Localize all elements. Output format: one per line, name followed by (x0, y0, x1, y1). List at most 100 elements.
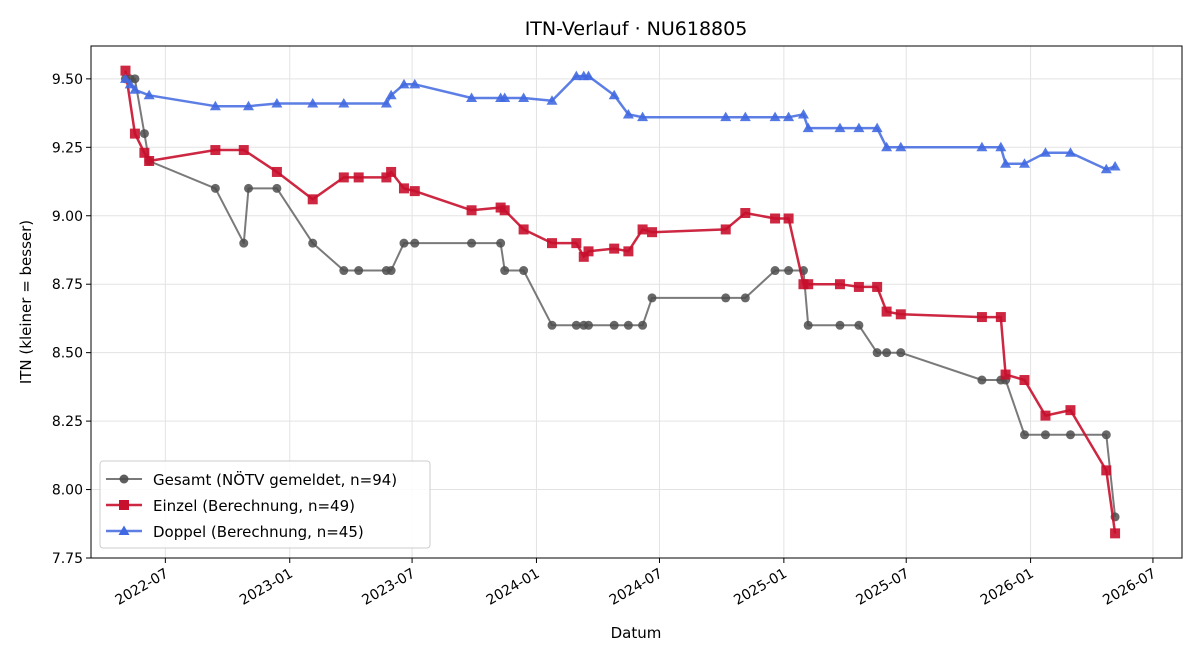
data-point-einzel (1110, 528, 1121, 539)
legend-entry-gesamt: Gesamt (NÖTV gemeldet, n=94) (106, 470, 397, 489)
series-layer (119, 65, 1121, 539)
data-point-doppel (871, 122, 883, 133)
data-point-einzel (139, 147, 150, 158)
data-point-doppel (385, 89, 397, 100)
y-tick-label: 9.25 (52, 140, 83, 156)
x-tick-label: 2025-07 (854, 566, 913, 609)
data-point-gesamt (647, 293, 657, 303)
x-tick-label: 2023-01 (237, 566, 296, 609)
data-point-einzel (834, 279, 845, 290)
data-point-einzel (578, 251, 589, 262)
data-point-gesamt (571, 320, 581, 330)
data-point-doppel (338, 97, 350, 108)
data-point-doppel (307, 97, 319, 108)
data-point-doppel (608, 89, 620, 100)
data-point-einzel (881, 306, 892, 317)
legend: Gesamt (NÖTV gemeldet, n=94) Einzel (Ber… (99, 460, 431, 549)
data-point-einzel (386, 166, 397, 177)
data-point-gesamt (584, 320, 594, 330)
x-tick-label: 2026-07 (1100, 566, 1159, 609)
data-point-gesamt (721, 293, 731, 303)
y-tick-label: 9.00 (52, 209, 83, 225)
x-tick-label: 2025-01 (731, 566, 790, 609)
data-point-doppel (834, 122, 846, 133)
data-point-doppel (518, 92, 530, 103)
data-point-gesamt (339, 266, 349, 276)
y-axis-title: ITN (kleiner = besser) (17, 220, 35, 384)
y-tick-label: 9.50 (52, 72, 83, 88)
y-tick-label: 7.75 (52, 551, 83, 567)
legend-frame (99, 460, 431, 549)
data-point-einzel (995, 312, 1006, 323)
y-tick-label: 8.75 (52, 277, 83, 293)
data-point-doppel (119, 73, 131, 83)
data-point-einzel (637, 224, 648, 235)
data-point-gesamt (854, 320, 864, 330)
data-point-gesamt (496, 238, 506, 248)
x-tick-label: 2022-07 (113, 566, 172, 609)
data-point-einzel (499, 205, 510, 216)
data-point-einzel (647, 227, 658, 238)
data-point-einzel (338, 172, 349, 183)
data-point-einzel (895, 309, 906, 320)
data-point-einzel (976, 312, 987, 323)
legend-marker-einzel (119, 500, 129, 510)
series-einzel (120, 65, 1121, 539)
legend-marker-gesamt (119, 474, 129, 484)
data-point-gesamt (386, 266, 396, 276)
data-point-doppel (976, 141, 988, 152)
data-point-gesamt (410, 238, 420, 248)
series-gesamt (120, 74, 1120, 522)
data-point-doppel (881, 141, 893, 152)
data-point-einzel (238, 145, 249, 156)
series-doppel (119, 70, 1121, 174)
data-point-doppel (802, 122, 814, 133)
data-point-doppel (209, 100, 221, 111)
data-point-einzel (466, 205, 477, 216)
data-point-gesamt (803, 320, 813, 330)
data-point-einzel (144, 155, 155, 166)
data-point-gesamt (740, 293, 750, 303)
data-point-gesamt (1065, 430, 1075, 440)
data-point-doppel (1064, 147, 1076, 157)
data-point-doppel (739, 111, 751, 122)
data-point-doppel (720, 111, 732, 122)
data-point-gesamt (784, 266, 794, 276)
data-point-gesamt (872, 348, 882, 358)
data-point-einzel (210, 145, 221, 156)
grid-layer (91, 46, 1182, 559)
data-point-doppel (1019, 158, 1031, 168)
data-point-doppel (499, 92, 511, 103)
data-point-einzel (609, 243, 620, 254)
data-point-doppel (380, 97, 392, 108)
data-point-doppel (995, 141, 1007, 152)
data-point-doppel (637, 111, 649, 122)
data-point-doppel (583, 70, 595, 81)
data-point-doppel (466, 92, 478, 103)
data-point-einzel (271, 166, 282, 177)
legend-label-einzel: Einzel (Berechnung, n=49) (153, 497, 355, 515)
data-point-doppel (769, 111, 781, 122)
data-point-einzel (783, 213, 794, 224)
data-point-doppel (143, 89, 155, 100)
data-point-gesamt (896, 348, 906, 358)
data-point-einzel (803, 279, 814, 290)
data-point-gesamt (623, 320, 633, 330)
data-point-gesamt (1020, 430, 1030, 440)
data-point-einzel (129, 128, 140, 139)
legend-label-gesamt: Gesamt (NÖTV gemeldet, n=94) (153, 470, 397, 489)
data-point-gesamt (609, 320, 619, 330)
data-point-einzel (720, 224, 731, 235)
data-point-einzel (1101, 465, 1112, 476)
data-point-einzel (409, 186, 420, 197)
x-tick-label: 2024-01 (484, 566, 543, 609)
data-point-gesamt (467, 238, 477, 248)
data-point-doppel (622, 108, 634, 119)
data-point-gesamt (308, 238, 318, 248)
data-point-gesamt (638, 320, 648, 330)
legend-entry-doppel: Doppel (Berechnung, n=45) (106, 523, 364, 541)
data-point-einzel (398, 183, 409, 194)
x-tick-label: 2026-01 (978, 566, 1037, 609)
data-point-gesamt (272, 183, 282, 193)
